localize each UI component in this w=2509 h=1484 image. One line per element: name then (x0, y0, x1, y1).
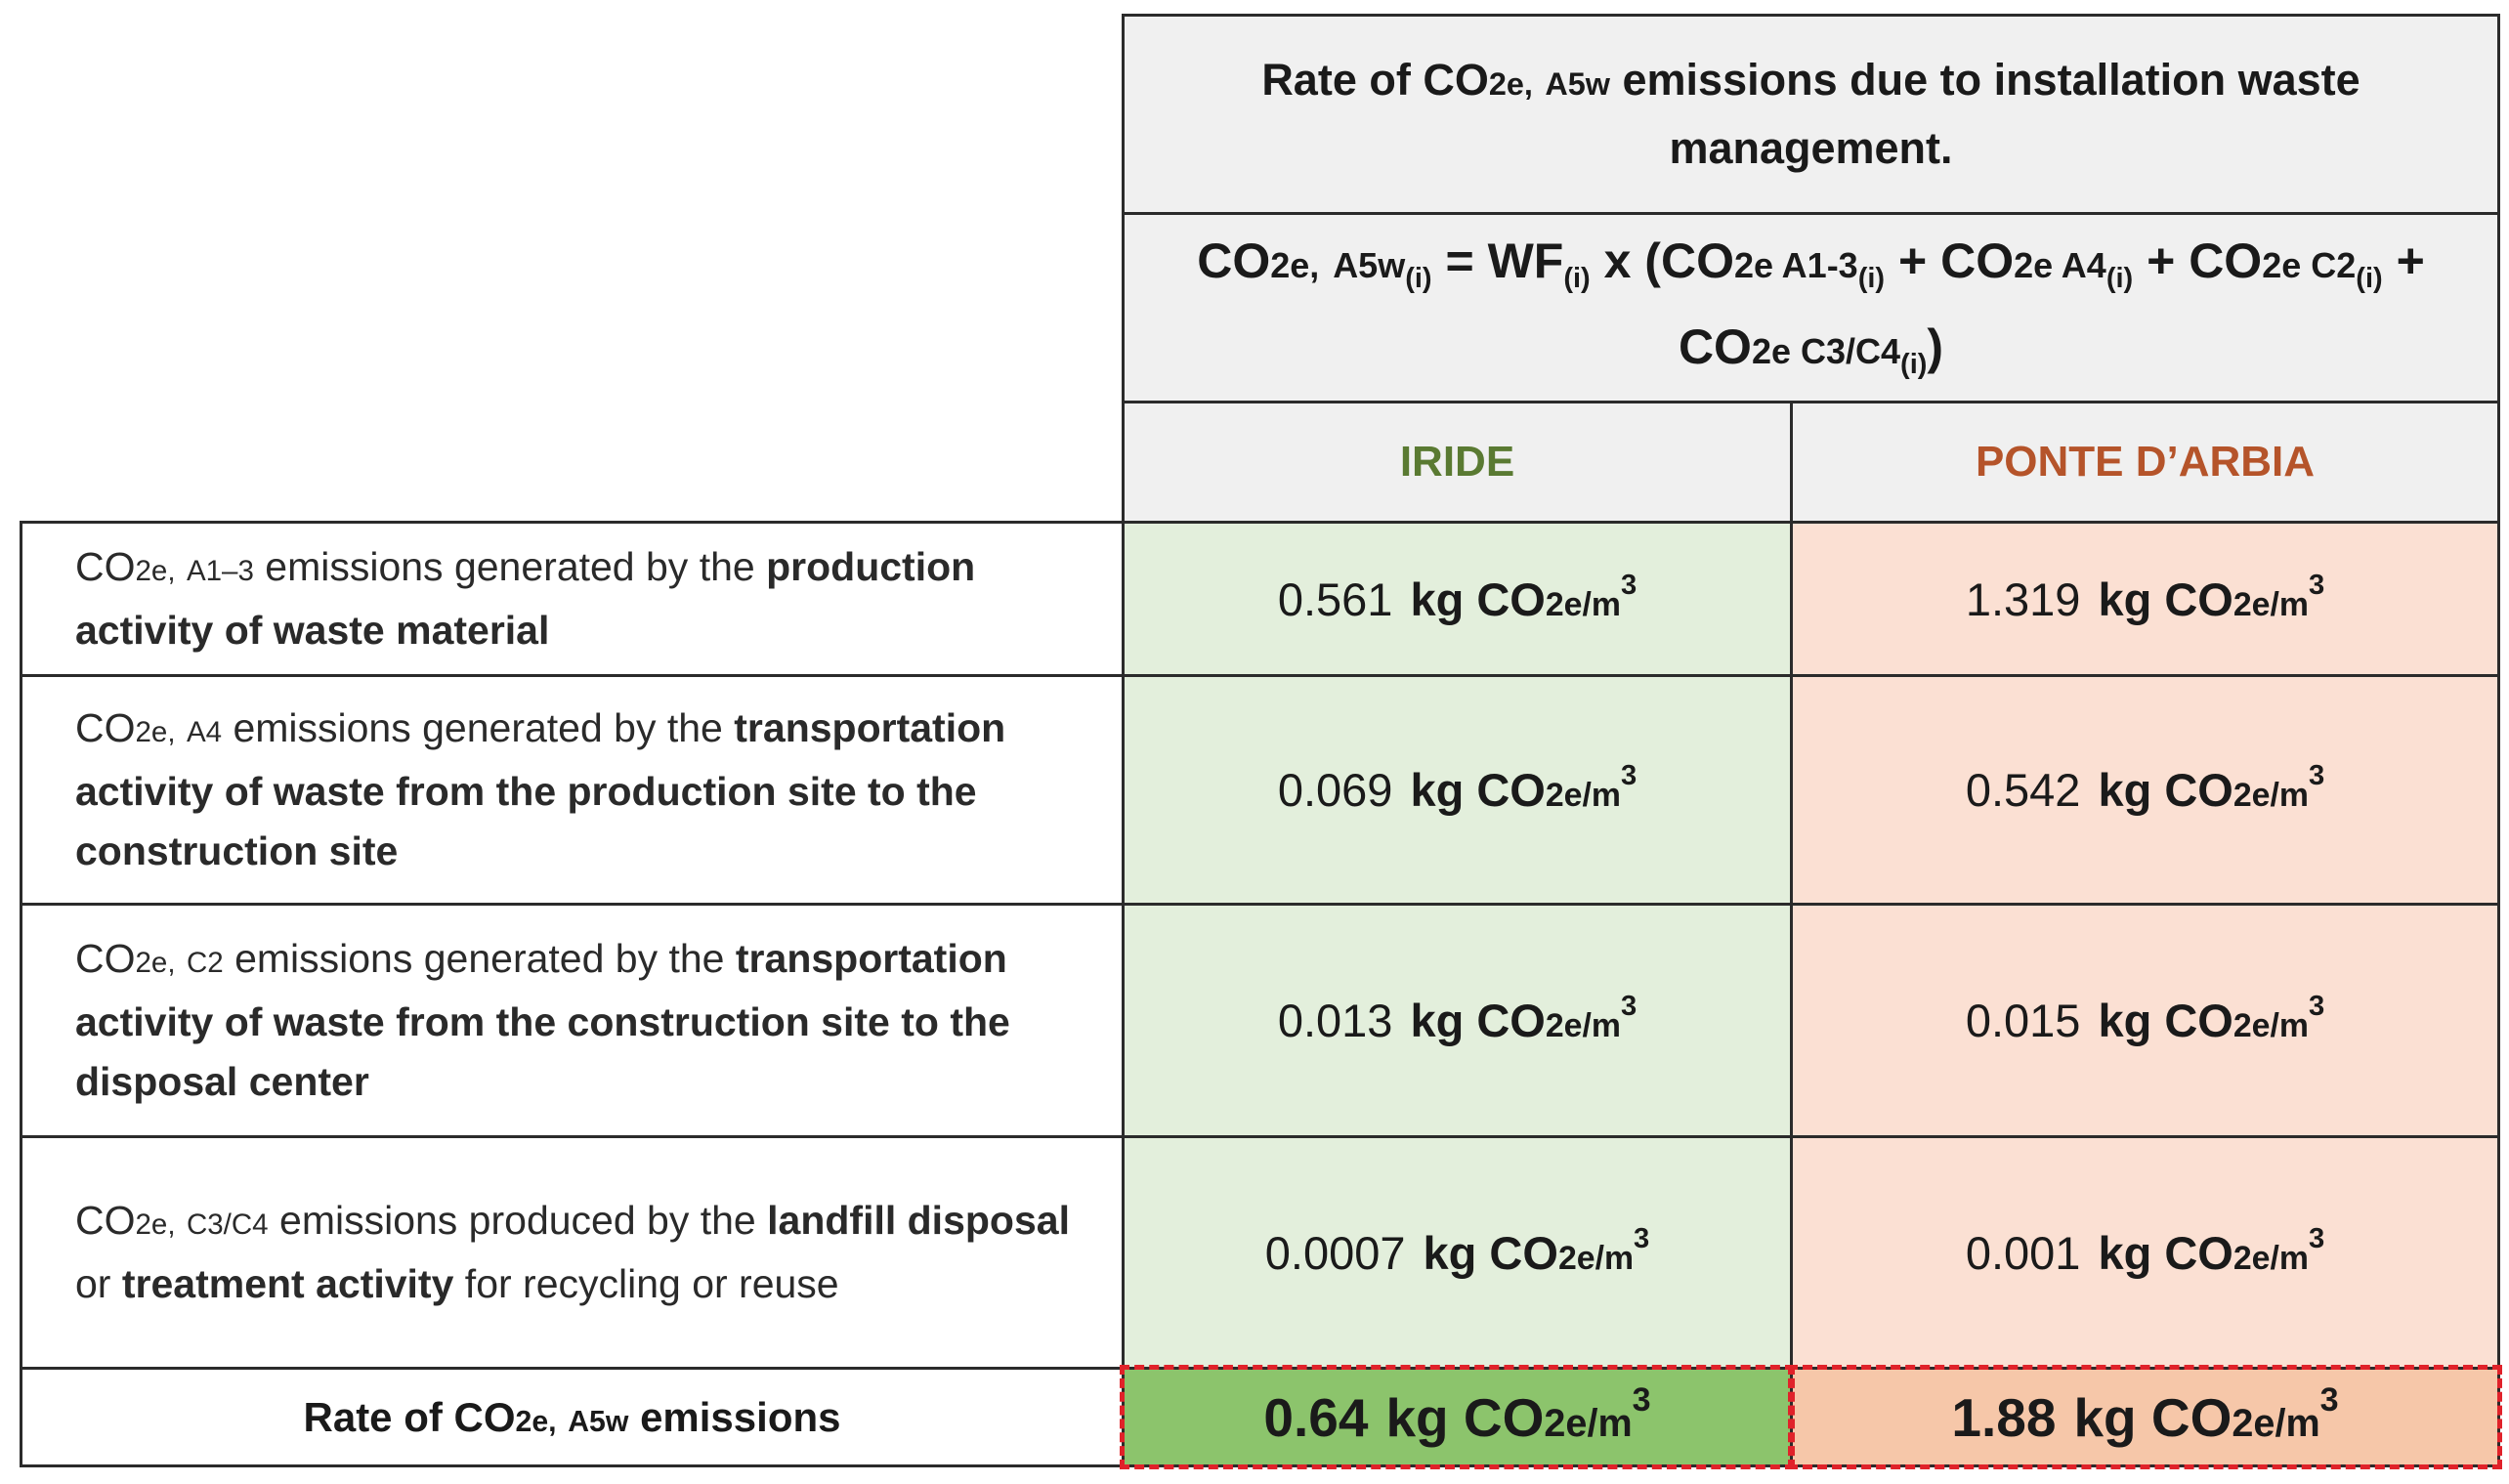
value-iride-c2: 0.013 kg CO2e/m3 (1122, 903, 1793, 1138)
value-ponte-c3-c4: 0.001 kg CO2e/m3 (1790, 1135, 2500, 1370)
total-ponte-darbia: 1.88 kg CO2e/m3 (1790, 1367, 2500, 1467)
value-iride-a4: 0.069 kg CO2e/m3 (1122, 674, 1793, 906)
value-ponte-a4: 0.542 kg CO2e/m3 (1790, 674, 2500, 906)
table-title: Rate of CO2e, A5w emissions due to insta… (1122, 14, 2500, 215)
total-row-label: Rate of CO2e, A5w emissions (20, 1367, 1125, 1467)
value-iride-c3-c4: 0.0007 kg CO2e/m3 (1122, 1135, 1793, 1370)
value-ponte-a1-3: 1.319 kg CO2e/m3 (1790, 521, 2500, 677)
row-label-c3-c4: CO2e, C3/C4 emissions produced by the la… (20, 1135, 1125, 1370)
value-ponte-c2: 0.015 kg CO2e/m3 (1790, 903, 2500, 1138)
formula-header: CO2e, A5w(i) = WF(i) x (CO2e A1-3(i) + C… (1122, 212, 2500, 403)
row-label-a4: CO2e, A4 emissions generated by the tran… (20, 674, 1125, 906)
column-header-ponte-darbia: PONTE D’ARBIA (1790, 401, 2500, 524)
row-label-c2: CO2e, C2 emissions generated by the tran… (20, 903, 1125, 1138)
column-header-iride: IRIDE (1122, 401, 1793, 524)
value-iride-a1-3: 0.561 kg CO2e/m3 (1122, 521, 1793, 677)
row-label-a1-3: CO2e, A1–3 emissions generated by the pr… (20, 521, 1125, 677)
total-iride: 0.64 kg CO2e/m3 (1122, 1367, 1793, 1467)
